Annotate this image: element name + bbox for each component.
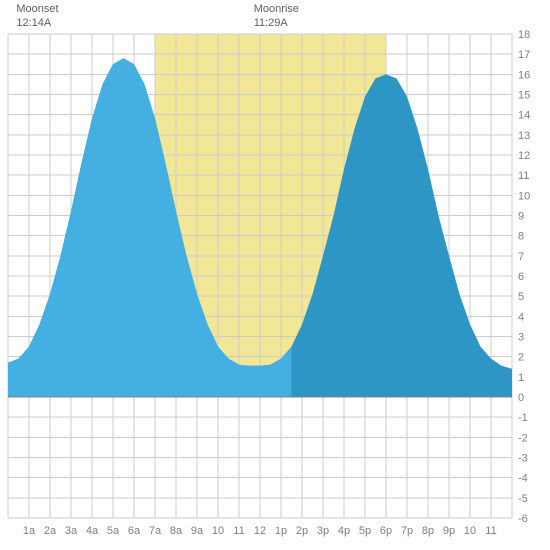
x-tick-label: 8p: [422, 525, 434, 537]
y-tick-label: 14: [518, 110, 530, 122]
x-tick-label: 9p: [443, 525, 455, 537]
x-axis-labels: 1a 2a 3a 4a 5a 6a 7a 8a 9a 10 11 12 1p 2p 3p 4p 5p 6p 7p 8p…: [23, 525, 497, 537]
y-tick-label: 12: [518, 150, 530, 162]
x-tick-label: 4a: [86, 525, 99, 537]
x-tick-label: 2p: [296, 525, 308, 537]
y-tick-label: 9: [518, 211, 524, 223]
moonset-time: 12:14A: [16, 17, 52, 29]
x-tick-label: 10: [464, 525, 476, 537]
x-tick-label: 7p: [401, 525, 413, 537]
x-tick-label: 10: [212, 525, 224, 537]
x-tick-label: 7a: [149, 525, 162, 537]
x-tick-label: 1p: [275, 525, 287, 537]
x-tick-label: 12: [254, 525, 266, 537]
tide-chart: -6-5-4-3-2-10123456789101112131415161718…: [0, 0, 550, 550]
y-tick-label: 7: [518, 251, 524, 263]
y-tick-label: 15: [518, 90, 530, 102]
x-tick-label: 5a: [107, 525, 120, 537]
y-tick-label: 17: [518, 49, 530, 61]
y-tick-label: -2: [518, 432, 528, 444]
x-tick-label: 1a: [23, 525, 36, 537]
x-tick-label: 3p: [317, 525, 329, 537]
y-tick-label: 11: [518, 170, 529, 182]
x-tick-label: 6p: [380, 525, 392, 537]
x-tick-label: 11: [233, 525, 244, 537]
y-tick-label: 5: [518, 291, 524, 303]
y-tick-label: 1: [518, 372, 524, 384]
x-tick-label: 11: [485, 525, 496, 537]
y-tick-label: 3: [518, 332, 524, 344]
y-tick-label: 2: [518, 352, 524, 364]
x-tick-label: 4p: [338, 525, 350, 537]
x-tick-label: 9a: [191, 525, 204, 537]
x-tick-label: 5p: [359, 525, 371, 537]
x-tick-label: 3a: [65, 525, 78, 537]
y-tick-label: 4: [518, 311, 524, 323]
y-tick-label: 0: [518, 392, 524, 404]
moonrise-time: 11:29A: [254, 17, 289, 29]
y-tick-label: 6: [518, 271, 524, 283]
y-tick-label: -6: [518, 513, 528, 525]
y-tick-label: -4: [518, 473, 528, 485]
y-tick-label: 8: [518, 231, 524, 243]
x-tick-label: 2a: [44, 525, 57, 537]
moonrise-label: Moonrise: [254, 3, 299, 15]
x-tick-label: 6a: [128, 525, 141, 537]
y-tick-label: 10: [518, 190, 530, 202]
y-tick-label: 16: [518, 69, 530, 81]
x-tick-label: 8a: [170, 525, 183, 537]
moonset-label: Moonset: [16, 3, 58, 15]
y-tick-label: 13: [518, 130, 530, 142]
y-tick-label: 18: [518, 29, 530, 41]
y-tick-label: -3: [518, 453, 528, 465]
y-tick-label: -5: [518, 493, 528, 505]
y-tick-label: -1: [518, 412, 528, 424]
